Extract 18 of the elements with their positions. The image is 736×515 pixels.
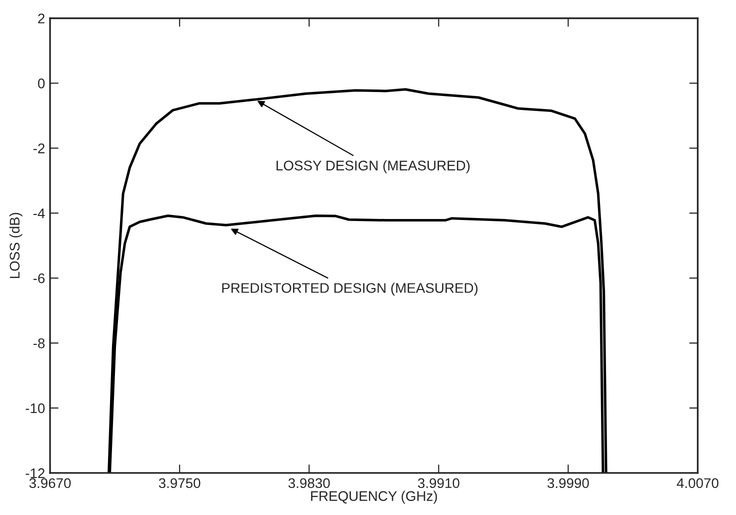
x-tick-label: 3.9910 [418,478,460,488]
x-tick-label: 3.9990 [547,478,589,488]
annotation: PREDISTORTED DESIGN (MEASURED) [222,282,478,296]
x-tick-label: 3.9750 [158,478,200,488]
x-tick-label: 3.9670 [29,478,71,488]
y-tick-label: -12 [26,468,44,478]
y-tick-label: 0 [38,78,45,88]
x-tick-label: 3.9830 [288,478,330,488]
y-tick-label: -6 [33,273,45,284]
y-tick-label: -2 [33,143,44,154]
y-tick-label: -8 [33,338,45,348]
y-tick-label: -10 [26,403,45,414]
annotation: LOSSY DESIGN (MEASURED) [276,160,470,174]
y-axis-title: LOSS (dB) [9,212,22,278]
y-tick-label: -4 [33,208,45,218]
x-tick-label: 4.0070 [676,478,718,488]
x-axis-title: FREQUENCY (GHz) [311,490,437,504]
y-tick-label: 2 [38,14,44,24]
